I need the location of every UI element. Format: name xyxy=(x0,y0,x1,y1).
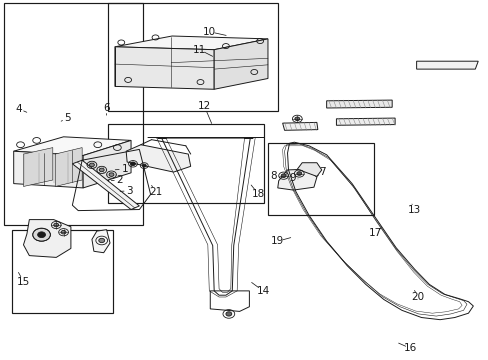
Text: 13: 13 xyxy=(407,204,421,215)
Polygon shape xyxy=(126,145,190,172)
Polygon shape xyxy=(336,118,394,125)
Text: 14: 14 xyxy=(256,286,269,296)
Text: 5: 5 xyxy=(64,113,71,123)
Polygon shape xyxy=(23,220,71,257)
Text: 3: 3 xyxy=(126,186,133,196)
Polygon shape xyxy=(115,36,267,50)
Circle shape xyxy=(89,163,94,167)
Text: 6: 6 xyxy=(103,103,110,113)
Polygon shape xyxy=(416,61,477,69)
Polygon shape xyxy=(55,148,82,186)
Text: 4: 4 xyxy=(15,104,22,114)
Text: 15: 15 xyxy=(17,276,30,287)
Polygon shape xyxy=(23,148,53,186)
Circle shape xyxy=(99,238,104,243)
Circle shape xyxy=(33,228,50,241)
Circle shape xyxy=(54,223,59,227)
Text: 11: 11 xyxy=(192,45,206,55)
Circle shape xyxy=(99,168,104,172)
Polygon shape xyxy=(92,230,110,253)
Polygon shape xyxy=(282,122,317,130)
Text: 9: 9 xyxy=(288,173,295,183)
Circle shape xyxy=(130,162,135,166)
Polygon shape xyxy=(72,160,139,210)
Text: 10: 10 xyxy=(203,27,215,37)
Polygon shape xyxy=(115,47,214,89)
Text: 12: 12 xyxy=(197,101,211,111)
Text: 2: 2 xyxy=(116,175,123,185)
Text: 1: 1 xyxy=(121,164,128,174)
Polygon shape xyxy=(14,151,83,188)
Circle shape xyxy=(294,117,299,121)
Circle shape xyxy=(225,312,231,316)
Text: 8: 8 xyxy=(270,171,277,181)
Circle shape xyxy=(61,230,66,234)
Polygon shape xyxy=(297,163,321,176)
Text: 16: 16 xyxy=(403,343,417,354)
Circle shape xyxy=(296,172,301,175)
Circle shape xyxy=(281,174,285,177)
Text: 18: 18 xyxy=(251,189,264,199)
Circle shape xyxy=(142,164,146,167)
Polygon shape xyxy=(214,39,267,89)
Text: 20: 20 xyxy=(411,292,424,302)
Circle shape xyxy=(109,173,114,176)
Text: 21: 21 xyxy=(148,186,162,197)
Text: 17: 17 xyxy=(368,228,382,238)
Polygon shape xyxy=(14,137,131,156)
Text: 7: 7 xyxy=(319,167,325,177)
Circle shape xyxy=(38,232,45,238)
Polygon shape xyxy=(326,100,391,108)
Polygon shape xyxy=(277,169,316,190)
Text: 19: 19 xyxy=(270,236,284,246)
Polygon shape xyxy=(83,140,131,188)
